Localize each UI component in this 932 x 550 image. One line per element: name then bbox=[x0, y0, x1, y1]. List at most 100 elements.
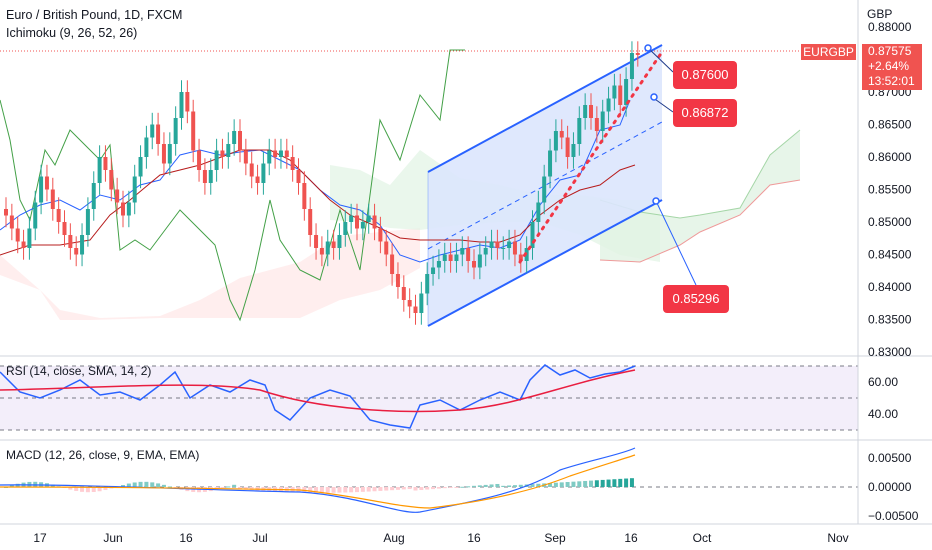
candle-body bbox=[144, 137, 149, 157]
macd-histogram-bar bbox=[594, 480, 599, 487]
macd-histogram-bar bbox=[319, 487, 324, 493]
candle-body bbox=[220, 150, 225, 157]
macd-title[interactable]: MACD (12, 26, close, 9, EMA, EMA) bbox=[6, 448, 200, 462]
macd-histogram-bar bbox=[132, 482, 137, 487]
macd-histogram-bar bbox=[419, 487, 424, 491]
ichimoku-cloud-bearish bbox=[0, 228, 420, 320]
macd-histogram-bar bbox=[401, 487, 406, 490]
candle-body bbox=[197, 150, 202, 170]
candle-body bbox=[635, 53, 640, 55]
macd-histogram-bar bbox=[553, 482, 558, 487]
bar-countdown: 13:52:01 bbox=[868, 74, 915, 88]
price-tick-label: 0.86500 bbox=[868, 118, 912, 132]
candle-body bbox=[278, 150, 283, 157]
candle-body bbox=[431, 267, 436, 274]
candle-body bbox=[401, 287, 406, 300]
macd-histogram-bar bbox=[226, 486, 231, 488]
macd-histogram-bar bbox=[167, 486, 172, 488]
candle-body bbox=[618, 85, 623, 105]
macd-histogram-bar bbox=[565, 482, 570, 487]
candle-body bbox=[448, 254, 453, 261]
macd-histogram-bar bbox=[618, 478, 623, 487]
macd-histogram-bar bbox=[425, 487, 430, 490]
price-tick-label: 0.84000 bbox=[868, 280, 912, 294]
macd-histogram-bar bbox=[395, 487, 400, 490]
channel-handle bbox=[650, 93, 658, 101]
candle-body bbox=[80, 235, 85, 255]
candle-body bbox=[629, 53, 634, 79]
macd-histogram-bar bbox=[589, 480, 593, 487]
rsi-tick-label: 60.00 bbox=[868, 375, 898, 389]
candle-body bbox=[483, 248, 488, 255]
macd-histogram-bar bbox=[302, 487, 307, 493]
price-tick-label: 0.83000 bbox=[868, 345, 912, 359]
candle-body bbox=[349, 215, 354, 222]
macd-histogram-bar bbox=[501, 485, 506, 487]
macd-histogram-bar bbox=[390, 487, 395, 491]
candle-body bbox=[302, 183, 307, 209]
candle-body bbox=[390, 254, 395, 274]
macd-histogram-bar bbox=[138, 481, 143, 487]
candle-body bbox=[395, 274, 400, 287]
callout-lower-target[interactable]: 0.85296 bbox=[663, 285, 729, 313]
candle-body bbox=[267, 150, 272, 164]
candle-body bbox=[436, 261, 441, 268]
time-tick-label: 16 bbox=[467, 531, 481, 545]
candle-body bbox=[138, 157, 143, 177]
time-tick-label: Oct bbox=[693, 531, 712, 545]
candle-body bbox=[314, 235, 319, 248]
macd-histogram-bar bbox=[436, 487, 441, 489]
macd-histogram-bar bbox=[80, 487, 85, 492]
channel-upper-line bbox=[427, 44, 663, 173]
macd-histogram-bar bbox=[85, 487, 90, 493]
price-tick-label: 0.84500 bbox=[868, 248, 912, 262]
candle-body bbox=[548, 150, 553, 177]
candle-body bbox=[413, 306, 418, 313]
candle-body bbox=[530, 222, 535, 248]
macd-histogram-bar bbox=[442, 487, 447, 489]
candle-body bbox=[173, 118, 178, 144]
macd-tick-label: 0.00000 bbox=[868, 480, 912, 494]
candle-body bbox=[4, 209, 8, 216]
price-tick-label: 0.83500 bbox=[868, 313, 912, 327]
macd-histogram-bar bbox=[372, 487, 377, 492]
macd-pane[interactable]: 0.00500 0.00000 −0.00500 bbox=[0, 447, 919, 523]
callout-upper-target[interactable]: 0.87600 bbox=[673, 61, 737, 89]
rsi-title[interactable]: RSI (14, close, SMA, 14, 2) bbox=[6, 364, 152, 378]
candle-body bbox=[214, 150, 219, 170]
macd-histogram-bar bbox=[548, 483, 553, 487]
candle-body bbox=[226, 144, 231, 157]
candle-body bbox=[466, 248, 471, 261]
macd-histogram-bar bbox=[314, 487, 319, 493]
price-pane[interactable] bbox=[0, 41, 858, 327]
time-tick-label: Jul bbox=[252, 531, 267, 545]
macd-histogram-bar bbox=[238, 487, 242, 490]
candle-body bbox=[62, 222, 67, 235]
macd-histogram-bar bbox=[559, 482, 564, 487]
candle-body bbox=[156, 124, 161, 144]
macd-histogram-bar bbox=[413, 487, 418, 491]
candle-body bbox=[74, 248, 79, 255]
candle-body bbox=[454, 254, 459, 261]
candle-body bbox=[191, 111, 196, 151]
channel-handle bbox=[644, 44, 652, 52]
candle-body bbox=[91, 183, 96, 209]
candle-body bbox=[50, 189, 55, 209]
candle-body bbox=[606, 98, 611, 112]
macd-histogram-bar bbox=[220, 487, 225, 489]
candle-body bbox=[472, 261, 476, 268]
macd-histogram-bar bbox=[74, 487, 79, 491]
candle-body bbox=[232, 131, 237, 144]
candle-body bbox=[132, 176, 137, 203]
macd-histogram-bar bbox=[460, 486, 465, 488]
macd-histogram-bar bbox=[366, 487, 371, 492]
macd-histogram-bar bbox=[331, 487, 336, 493]
callout-mid-target[interactable]: 0.86872 bbox=[673, 99, 737, 127]
rsi-pane[interactable]: 60.00 40.00 bbox=[0, 364, 898, 431]
indicator-label[interactable]: Ichimoku (9, 26, 52, 26) bbox=[6, 26, 138, 40]
macd-histogram-bar bbox=[9, 485, 14, 487]
macd-histogram-bar bbox=[91, 487, 96, 493]
kijun-sen bbox=[0, 149, 636, 256]
candle-body bbox=[589, 105, 593, 118]
macd-histogram-bar bbox=[512, 485, 517, 487]
